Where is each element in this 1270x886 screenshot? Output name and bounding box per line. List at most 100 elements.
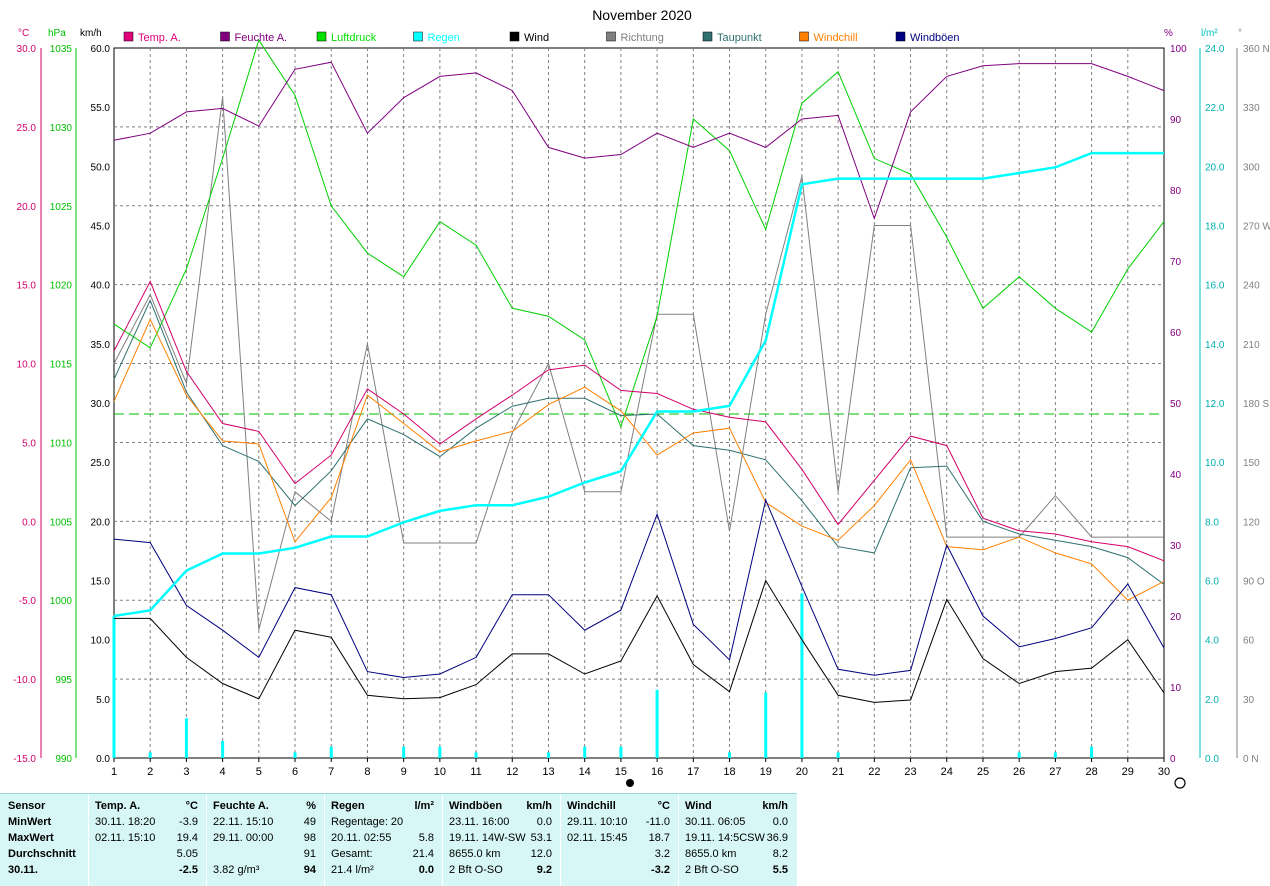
x-axis: 1 2 3 4 5 6 7 8 9 10 11 12 13 14 15 16 17 18 19 20 21 22 23 24 2… (111, 758, 1186, 789)
axis-tick-label: 10.0 (17, 360, 37, 371)
x-tick-label: 3 (183, 766, 189, 778)
axis-tick-label: 10.0 (91, 636, 111, 647)
stats-column-sensor: Sensor MinWert MaxWert Durchschnitt 30.11. (0, 794, 88, 886)
axis-tick-label: 40 (1170, 470, 1182, 481)
series-line-humidity (113, 61, 1165, 220)
axis-tick-label: 5.0 (96, 695, 110, 706)
stats-cell: 30.11. 18:20 (95, 816, 156, 828)
stats-column-separator (88, 794, 89, 886)
axis-tick-label: 45.0 (91, 222, 111, 233)
axis-tick-label: 80 (1170, 186, 1182, 197)
x-tick-label: 21 (832, 766, 844, 778)
axis-tick-label: 100 (1170, 44, 1187, 55)
stats-cell: Gesamt: (331, 848, 373, 860)
axis-tick-label: 20.0 (17, 202, 37, 213)
x-tick-label: 8 (364, 766, 370, 778)
full-moon-icon (1174, 777, 1186, 789)
series-line-direction (113, 97, 1164, 630)
axis-tick-label: 990 (55, 754, 72, 765)
axis-tick-label: 25.0 (17, 123, 37, 134)
axis-tick-label: 0.0 (1205, 754, 1219, 765)
x-tick-label: 19 (760, 766, 772, 778)
stats-cell: 2 Bft O-SO (685, 864, 739, 876)
x-tick-label: 20 (796, 766, 808, 778)
series-line-temp (113, 280, 1165, 562)
axis-tick-label: 330 (1243, 103, 1260, 114)
axis-tick-label: 120 (1243, 517, 1260, 528)
x-tick-label: 26 (1013, 766, 1025, 778)
series-line-pressure (113, 38, 1165, 429)
stats-cell: Regentage: 20 (331, 816, 404, 828)
stats-cell: 8655.0 km (449, 848, 501, 860)
stats-cell: Durchschnitt (8, 848, 76, 860)
axis-tick-label: 30 (1170, 541, 1182, 552)
stats-cell: 29.11. 10:10 (567, 816, 628, 828)
stats-cell: 9.2 (536, 864, 552, 876)
temp-unit-label: °C (18, 28, 29, 39)
new-moon-icon (626, 779, 634, 787)
stats-column-hum: Feuchte A.% 22.11. 15:10 49 29.11. 00:00 98 9… (206, 794, 324, 886)
x-tick-label: 22 (868, 766, 880, 778)
legend-label: Taupunkt (717, 32, 762, 44)
stats-cell: 2 Bft O-SO (449, 864, 503, 876)
stats-cell: 20.11. 02:55 (331, 832, 392, 844)
stats-cell: 02.11. 15:45 (567, 832, 628, 844)
stats-cell: 02.11. 15:10 (95, 832, 156, 844)
legend-swatch (606, 31, 616, 42)
legend-label: Wind (524, 32, 549, 44)
stats-column-temp: Temp. A. °C 30.11. 18:20 -3.9 02.11. 15:10 19… (88, 794, 206, 886)
series-line-wind (114, 579, 1165, 703)
axis-tick-label: 300 (1243, 162, 1260, 173)
stats-cell: 22.11. 15:10 (213, 816, 274, 828)
axis-tick-label: 15.0 (17, 281, 37, 292)
stats-column-separator (442, 794, 443, 886)
legend-swatch (799, 31, 809, 42)
stats-cell: -11.0 (645, 816, 670, 828)
axis-unit-labels: °C hPa km/h % l/m² ° (18, 28, 1242, 39)
stats-cell: °C (657, 800, 670, 812)
chart-legend: Temp. A. Feuchte A. Luftdruck Regen Wind Rich… (123, 31, 960, 44)
axis-tick-label: 270 W (1243, 222, 1270, 233)
legend-label: Luftdruck (331, 32, 377, 44)
stats-cell: 8.2 (772, 848, 788, 860)
stats-column-chill: Windchill °C 29.11. 10:10 -11.0 02.11. 15:45… (560, 794, 678, 886)
series-line-rain (113, 151, 1164, 618)
stats-cell: -3.9 (179, 816, 198, 828)
axis-tick-label: -10.0 (13, 675, 36, 686)
axis-tick-label: 6.0 (1205, 577, 1219, 588)
stats-cell: 0.0 (772, 816, 788, 828)
axis-tick-label: 240 (1243, 281, 1260, 292)
weather-chart: November 2020 °C hPa km/h % l/m² ° Temp.… (13, 7, 1270, 789)
stats-cell: 5.5 (772, 864, 788, 876)
series-line-windchill (113, 318, 1165, 601)
axis-tick-label: 180 S (1243, 399, 1269, 410)
stats-cell: 29.11. 00:00 (213, 832, 274, 844)
stats-column-separator (678, 794, 679, 886)
x-tick-label: 14 (579, 766, 591, 778)
axis-tick-label: 22.0 (1205, 103, 1225, 114)
stats-cell: -3.2 (651, 864, 670, 876)
axis-tick-label: 60.0 (91, 44, 111, 55)
axis-tick-label: 12.0 (1205, 399, 1225, 410)
axis-tick-label: 20.0 (1205, 162, 1225, 173)
x-tick-label: 6 (292, 766, 298, 778)
stats-cell: 30.11. (8, 864, 38, 876)
stats-cell: 53.1 (530, 832, 552, 844)
axis-tick-label: 20.0 (91, 517, 111, 528)
axis-tick-label: 1000 (50, 596, 73, 607)
axis-tick-label: 50.0 (91, 162, 111, 173)
axis-tick-label: 0 (1170, 754, 1176, 765)
legend-label: Regen (428, 32, 460, 44)
statistics-table: Sensor MinWert MaxWert Durchschnitt 30.11. Te… (0, 793, 797, 886)
stats-cell: 5.8 (418, 832, 434, 844)
stats-cell: 0.0 (536, 816, 552, 828)
axis-tick-label: 1010 (50, 438, 73, 449)
series-line-gusts (113, 498, 1165, 679)
legend-swatch (413, 31, 423, 42)
axis-tick-label: 1015 (50, 360, 73, 371)
stats-cell: -2.5 (179, 864, 198, 876)
axis-tick-label: 30.0 (91, 399, 111, 410)
stats-column-separator (560, 794, 561, 886)
stats-column-gust: Windböen km/h 23.11. 16:00 0.0 19.11. 14W-SW… (442, 794, 560, 886)
chart-title: November 2020 (592, 7, 692, 23)
